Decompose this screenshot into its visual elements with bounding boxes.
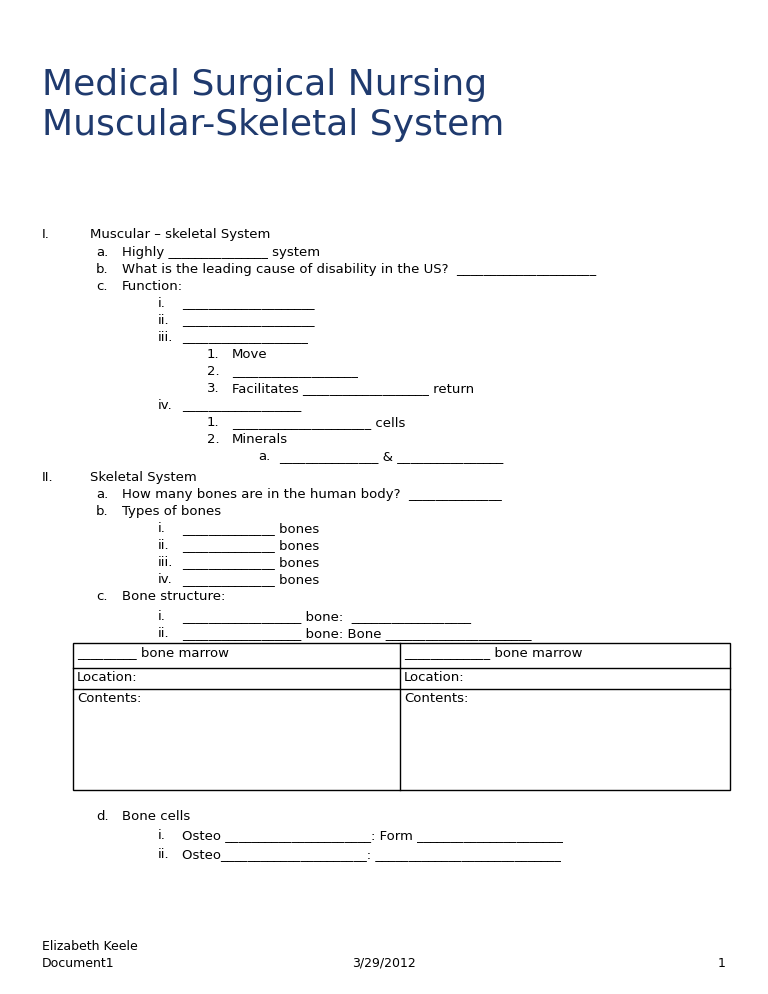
Bar — [73, 643, 730, 790]
Text: _______________ & ________________: _______________ & ________________ — [279, 450, 503, 463]
Text: Skeletal System: Skeletal System — [90, 471, 197, 484]
Text: Muscular-Skeletal System: Muscular-Skeletal System — [42, 108, 505, 142]
Text: Contents:: Contents: — [404, 692, 468, 705]
Text: How many bones are in the human body?  ______________: How many bones are in the human body? __… — [122, 488, 502, 501]
Text: Contents:: Contents: — [77, 692, 141, 705]
Text: ______________ bones: ______________ bones — [182, 539, 319, 552]
Text: Osteo______________________: ____________________________: Osteo______________________: ___________… — [182, 848, 561, 861]
Text: Elizabeth Keele: Elizabeth Keele — [42, 940, 137, 953]
Text: Bone structure:: Bone structure: — [122, 590, 225, 603]
Text: ii.: ii. — [158, 539, 170, 552]
Text: 2.: 2. — [207, 433, 220, 446]
Text: 3.: 3. — [207, 382, 220, 395]
Text: Location:: Location: — [77, 671, 137, 684]
Text: 1.: 1. — [207, 416, 220, 429]
Text: i.: i. — [158, 829, 166, 842]
Text: _____________ bone marrow: _____________ bone marrow — [404, 646, 582, 659]
Text: ii.: ii. — [158, 314, 170, 327]
Text: ___________________: ___________________ — [182, 331, 308, 344]
Text: 2.: 2. — [207, 365, 220, 378]
Text: Medical Surgical Nursing: Medical Surgical Nursing — [42, 68, 487, 102]
Text: d.: d. — [96, 810, 108, 823]
Text: ii.: ii. — [158, 848, 170, 861]
Text: i.: i. — [158, 610, 166, 623]
Text: ____________________: ____________________ — [182, 314, 315, 327]
Text: c.: c. — [96, 590, 108, 603]
Text: _____________________ cells: _____________________ cells — [232, 416, 406, 429]
Text: I.: I. — [42, 228, 50, 241]
Text: 3/29/2012: 3/29/2012 — [352, 957, 416, 970]
Text: b.: b. — [96, 263, 108, 276]
Text: a.: a. — [96, 246, 108, 259]
Text: ____________________: ____________________ — [182, 297, 315, 310]
Text: __________________: __________________ — [182, 399, 301, 412]
Text: a.: a. — [96, 488, 108, 501]
Text: Types of bones: Types of bones — [122, 505, 221, 518]
Text: What is the leading cause of disability in the US?  _____________________: What is the leading cause of disability … — [122, 263, 596, 276]
Text: 1: 1 — [718, 957, 726, 970]
Text: Minerals: Minerals — [232, 433, 288, 446]
Text: Function:: Function: — [122, 280, 183, 293]
Text: __________________ bone: Bone ______________________: __________________ bone: Bone __________… — [182, 627, 531, 640]
Text: Bone cells: Bone cells — [122, 810, 190, 823]
Text: ______________ bones: ______________ bones — [182, 556, 319, 569]
Text: _________ bone marrow: _________ bone marrow — [77, 646, 229, 659]
Text: c.: c. — [96, 280, 108, 293]
Text: Muscular – skeletal System: Muscular – skeletal System — [90, 228, 270, 241]
Text: i.: i. — [158, 297, 166, 310]
Text: Move: Move — [232, 348, 267, 361]
Text: Location:: Location: — [404, 671, 465, 684]
Text: ___________________: ___________________ — [232, 365, 358, 378]
Text: a.: a. — [258, 450, 270, 463]
Text: iii.: iii. — [158, 331, 174, 344]
Text: ii.: ii. — [158, 627, 170, 640]
Text: ______________ bones: ______________ bones — [182, 522, 319, 535]
Text: i.: i. — [158, 522, 166, 535]
Text: Osteo ______________________: Form ______________________: Osteo ______________________: Form _____… — [182, 829, 563, 842]
Text: iii.: iii. — [158, 556, 174, 569]
Text: iv.: iv. — [158, 573, 173, 586]
Text: 1.: 1. — [207, 348, 220, 361]
Text: II.: II. — [42, 471, 54, 484]
Text: ______________ bones: ______________ bones — [182, 573, 319, 586]
Text: Highly _______________ system: Highly _______________ system — [122, 246, 320, 259]
Text: Document1: Document1 — [42, 957, 114, 970]
Text: iv.: iv. — [158, 399, 173, 412]
Text: Facilitates ___________________ return: Facilitates ___________________ return — [232, 382, 474, 395]
Text: b.: b. — [96, 505, 108, 518]
Text: __________________ bone:  __________________: __________________ bone: _______________… — [182, 610, 471, 623]
